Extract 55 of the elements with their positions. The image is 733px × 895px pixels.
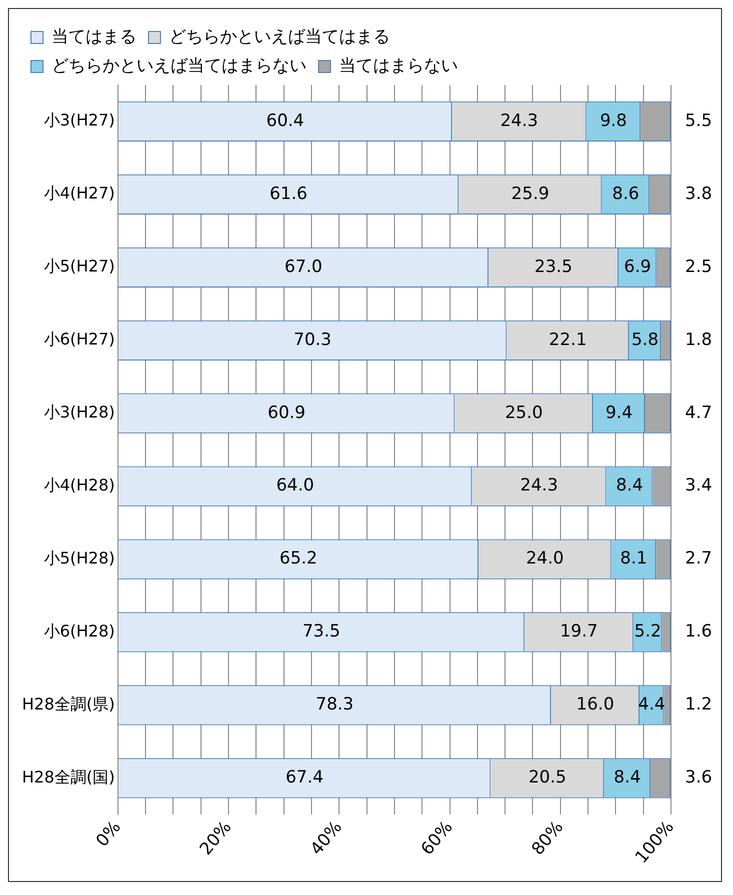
data-label: 4.7 — [685, 402, 712, 423]
data-label: 1.8 — [685, 330, 712, 350]
y-tick-label: H28全調(国) — [22, 767, 115, 786]
data-label: 1.2 — [685, 694, 712, 715]
data-label: 23.5 — [534, 256, 572, 277]
legend-label: どちらかといえば当てはまる — [169, 26, 390, 47]
legend-label: 当てはまる — [52, 26, 136, 47]
legend-label: どちらかといえば当てはまらない — [52, 56, 306, 76]
data-label: 25.0 — [504, 402, 543, 423]
data-label: 64.0 — [276, 476, 314, 496]
y-tick-label: 小3(H27) — [44, 110, 115, 130]
data-label: 8.1 — [620, 548, 648, 569]
data-label: 16.0 — [576, 694, 614, 715]
data-label: 5.8 — [631, 330, 659, 350]
data-label: 67.4 — [286, 768, 324, 788]
y-tick-label: 小3(H28) — [44, 402, 115, 422]
data-label: 24.3 — [520, 476, 558, 496]
data-label: 24.3 — [500, 110, 538, 131]
y-tick-label: 小6(H27) — [44, 330, 115, 349]
data-label: 8.6 — [612, 184, 640, 204]
data-label: 19.7 — [560, 622, 598, 642]
data-label: 6.9 — [624, 256, 652, 277]
data-label: 20.5 — [528, 768, 566, 788]
x-tick-label: 0% — [92, 817, 126, 851]
y-tick-label: 小4(H28) — [44, 475, 115, 494]
data-label: 73.5 — [302, 622, 340, 642]
y-tick-label: 小4(H27) — [44, 184, 115, 203]
data-label: 78.3 — [316, 694, 354, 715]
data-label: 3.8 — [685, 184, 712, 204]
data-label: 3.4 — [685, 476, 712, 496]
data-label: 67.0 — [284, 256, 322, 277]
y-tick-label: H28全調(県) — [22, 694, 115, 714]
y-tick-label: 小5(H28) — [44, 548, 115, 568]
data-label: 5.5 — [685, 110, 712, 131]
data-label: 24.0 — [526, 548, 564, 569]
data-label: 65.2 — [280, 548, 318, 569]
y-tick-label: 小5(H27) — [44, 256, 115, 276]
data-label: 2.5 — [685, 256, 712, 277]
data-label: 9.4 — [605, 402, 633, 423]
data-label: 9.8 — [600, 110, 627, 131]
data-label: 5.2 — [634, 622, 662, 642]
data-label: 61.6 — [270, 184, 308, 204]
data-label: 2.7 — [685, 548, 712, 569]
data-label: 60.9 — [268, 402, 306, 423]
data-label: 8.4 — [616, 476, 644, 496]
legend-label: 当てはまらない — [339, 56, 458, 76]
data-label: 8.4 — [614, 768, 641, 788]
data-label: 4.4 — [638, 694, 666, 715]
data-label: 22.1 — [548, 330, 587, 350]
data-label: 25.9 — [511, 184, 550, 204]
data-label: 70.3 — [294, 330, 332, 350]
data-label: 3.6 — [685, 768, 712, 788]
data-label: 60.4 — [266, 110, 304, 131]
y-tick-label: 小6(H28) — [44, 621, 115, 640]
data-label: 1.6 — [685, 622, 712, 642]
